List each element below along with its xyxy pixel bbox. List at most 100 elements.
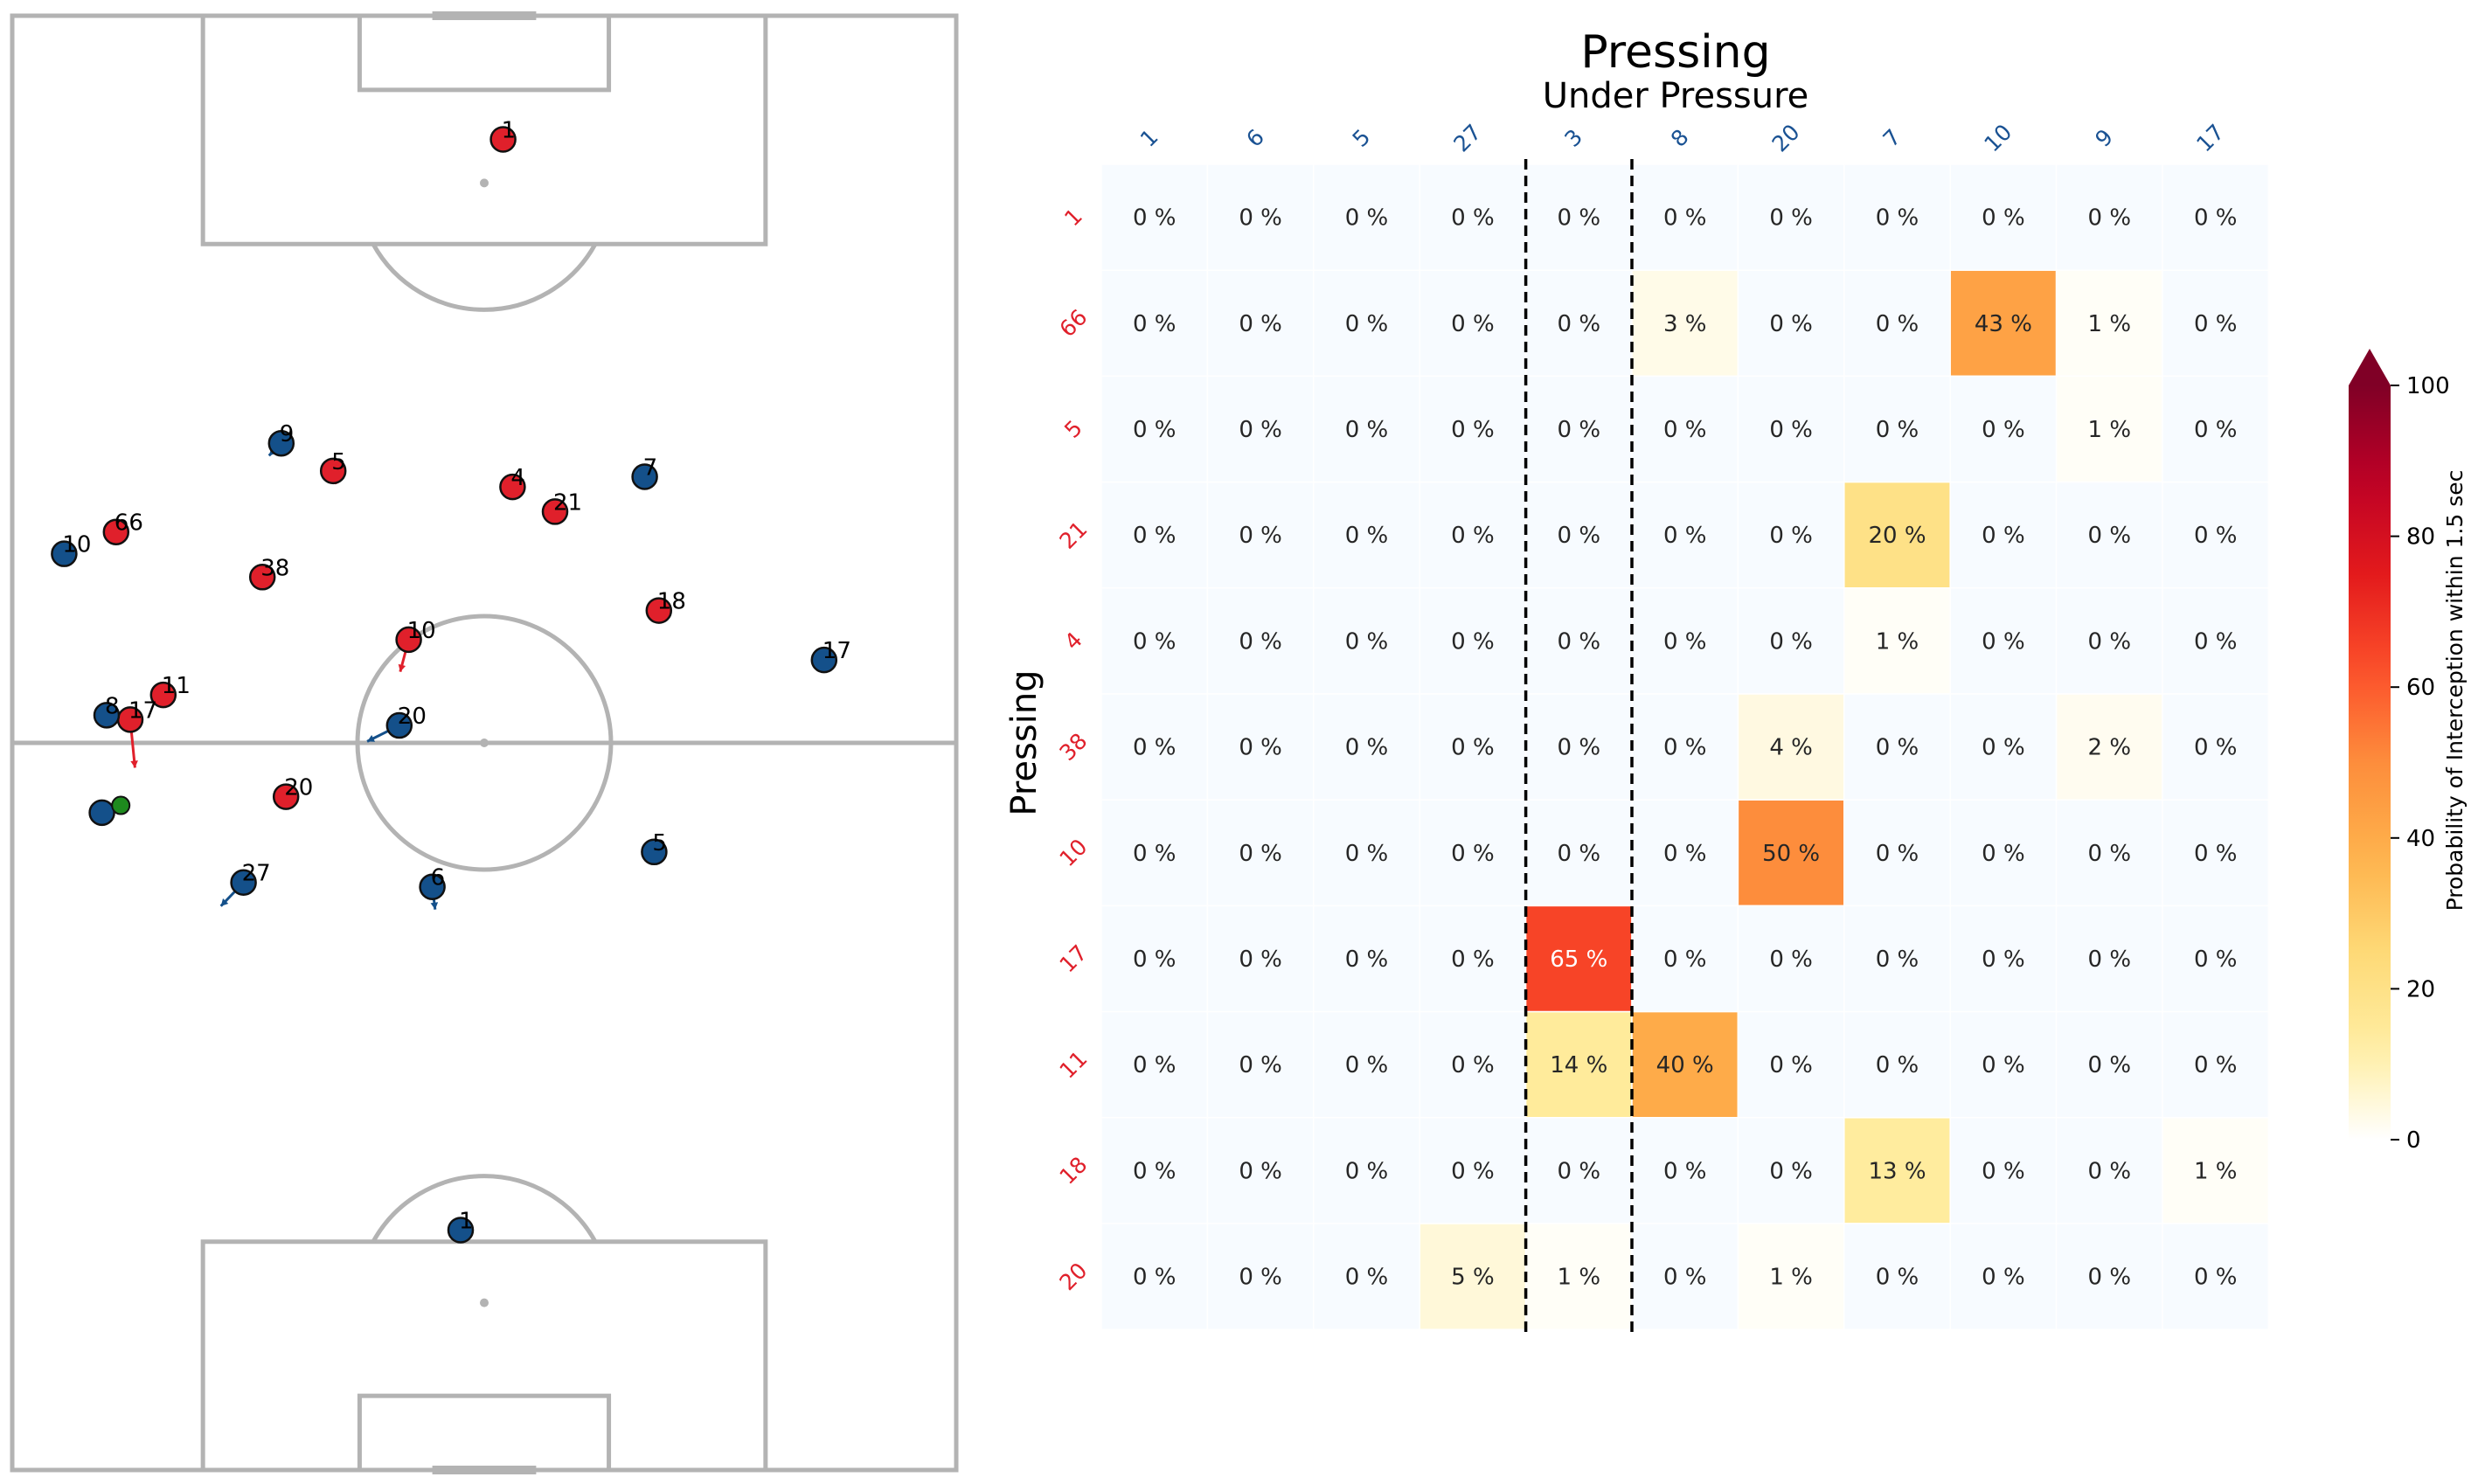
cell-value-label: 0 % [1451, 311, 1495, 337]
cell-value-label: 0 % [2088, 1158, 2132, 1184]
cell-value-label: 0 % [1876, 735, 1919, 761]
cell-value-label: 0 % [1663, 523, 1707, 549]
cell-value-label: 1 % [2088, 311, 2132, 337]
cell-value-label: 0 % [1876, 1052, 1919, 1078]
heatmap-cell [2055, 587, 2163, 695]
cell-value-label: 0 % [1876, 947, 1919, 973]
cell-value-label: 0 % [1769, 205, 1813, 232]
player-number-label: 5 [331, 449, 346, 475]
x-tick-label: 9 [2090, 124, 2118, 152]
heatmap-cell [2162, 799, 2270, 907]
heatmap-cell [1949, 1010, 2058, 1119]
y-tick-label: 18 [1054, 1152, 1092, 1189]
blue-player-marker [810, 646, 838, 674]
cell-value-label: 0 % [2088, 628, 2132, 655]
cell-value-label: 2 % [2088, 735, 2132, 761]
blue-player-marker [641, 838, 668, 866]
heatmap-cell [1524, 269, 1633, 378]
heatmap-cell [1524, 375, 1633, 483]
cell-value-label: 5 % [1451, 1265, 1495, 1291]
cell-value-label: 0 % [1558, 205, 1601, 232]
blue-player-marker [385, 711, 413, 739]
colorbar-tick-label: 40 [2406, 826, 2435, 852]
heatmap-cell [1206, 481, 1315, 589]
bottom-penalty-box [200, 1239, 768, 1473]
cell-value-label: 0 % [1345, 841, 1389, 867]
cell-value-label: 1 % [1558, 1265, 1601, 1291]
movement-arrow-head [398, 663, 406, 672]
heatmap-cell [2162, 481, 2270, 589]
cell-value-label: 0 % [1876, 205, 1919, 232]
heatmap-cell [1843, 905, 1951, 1013]
cell-value-label: 4 % [1769, 735, 1813, 761]
heatmap-cell [1524, 1010, 1633, 1119]
y-tick-label: 17 [1054, 940, 1092, 977]
heatmap-cell [1206, 905, 1315, 1013]
cell-value-label: 0 % [1345, 1052, 1389, 1078]
red-player-marker [645, 597, 673, 624]
y-tick-label: 21 [1054, 517, 1092, 554]
red-player-marker [102, 518, 130, 545]
player-number-label: 10 [407, 618, 436, 644]
cell-value-label: 0 % [1982, 628, 2025, 655]
y-axis-label: Pressing [1004, 669, 1045, 815]
heatmap-cell [2162, 905, 2270, 1013]
blue-player-marker [88, 799, 115, 827]
player-number-label: 5 [652, 830, 667, 856]
x-tick-label: 5 [1348, 124, 1376, 152]
heatmap-cell [2055, 269, 2163, 378]
heatmap-cell [1419, 799, 1527, 907]
heatmap-cell [2055, 1010, 2163, 1119]
cell-value-label: 0 % [2194, 311, 2238, 337]
red-player-marker [499, 473, 526, 501]
y-tick-label: 38 [1054, 728, 1092, 766]
blue-player-marker [447, 1217, 475, 1244]
heatmap-cell [1631, 481, 1739, 589]
heatmap-cell [1313, 375, 1420, 483]
heatmap-cell [1419, 481, 1527, 589]
cell-value-label: 0 % [1239, 523, 1282, 549]
heatmap-cell [1313, 1010, 1420, 1119]
heatmap-cell [1419, 587, 1527, 695]
heatmap-cell [1419, 1223, 1527, 1330]
cell-value-label: 0 % [1451, 947, 1495, 973]
heatmap-cell [1419, 1010, 1527, 1119]
heatmap-cell [1313, 269, 1420, 378]
red-player-marker [272, 783, 300, 810]
blue-player-marker [419, 873, 446, 900]
chart-title: Pressing [1580, 26, 1770, 79]
heatmap-chart: Pressing Under Pressure Pressing 0 % 0 % 0… [1004, 26, 2468, 1337]
heatmap-cell [1100, 799, 1209, 907]
cell-value-label: 0 % [1345, 205, 1389, 232]
player-number-label: 17 [128, 697, 157, 724]
x-tick-label: 1 [1135, 124, 1163, 152]
red-player-marker [395, 626, 422, 654]
cell-value-label: 0 % [1451, 1052, 1495, 1078]
heatmap-cell [2055, 1117, 2163, 1224]
cell-value-label: 0 % [2194, 735, 2238, 761]
cell-value-label: 0 % [1133, 523, 1177, 549]
cell-value-label: 0 % [1769, 1158, 1813, 1184]
cell-value-label: 0 % [2194, 417, 2238, 443]
cell-value-label: 0 % [1345, 523, 1389, 549]
cell-value-label: 0 % [1982, 417, 2025, 443]
x-tick-label: 6 [1241, 124, 1269, 152]
player-number-label: 66 [115, 510, 143, 537]
blue-player-marker [51, 540, 78, 567]
cell-value-label: 0 % [1982, 1265, 2025, 1291]
cell-value-label: 0 % [1133, 735, 1177, 761]
cell-value-label: 0 % [1876, 311, 1919, 337]
y-tick-label: 66 [1054, 304, 1092, 342]
cell-value-label: 0 % [1133, 841, 1177, 867]
heatmap-cell [1524, 905, 1633, 1013]
cell-value-label: 0 % [1769, 311, 1813, 337]
cell-value-label: 0 % [1239, 1158, 1282, 1184]
heatmap-cell [1100, 1010, 1209, 1119]
cell-value-label: 0 % [1558, 1158, 1601, 1184]
red-player-marker [248, 564, 276, 591]
heatmap-cell [2162, 1010, 2270, 1119]
cell-value-label: 40 % [1656, 1052, 1714, 1078]
heatmap-cell [1524, 1117, 1633, 1224]
